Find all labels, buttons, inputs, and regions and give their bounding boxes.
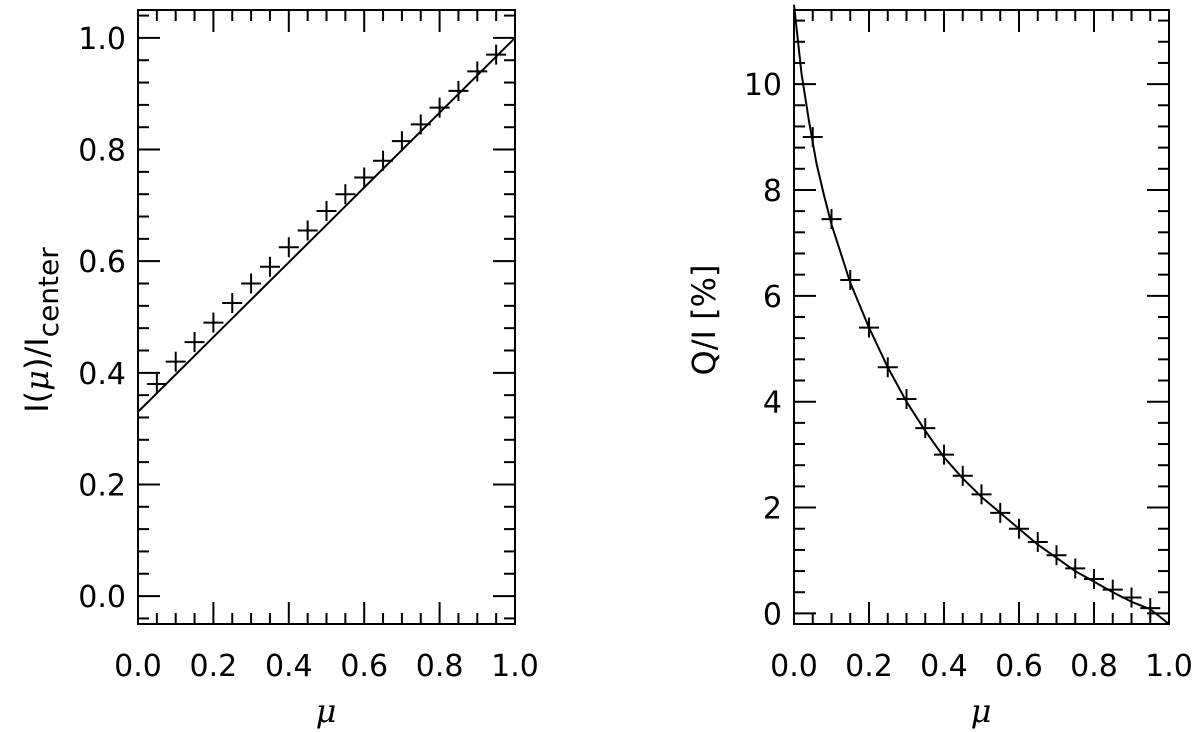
- right-data-point: [1046, 545, 1067, 566]
- right-data-point: [877, 357, 898, 378]
- left-y-tick-label: 0.0: [78, 580, 126, 615]
- right-data-point: [1121, 587, 1142, 608]
- left-data-point: [467, 61, 488, 82]
- left-data-point: [410, 114, 431, 135]
- right-data-point: [896, 389, 917, 410]
- right-plot-frame: [793, 9, 1170, 625]
- left-data-point: [316, 200, 337, 221]
- right-data-point: [934, 444, 954, 465]
- left-data-point: [184, 332, 205, 353]
- left-y-tick-label: 0.2: [78, 468, 126, 503]
- left-data-point: [278, 237, 299, 258]
- right-data-point: [1065, 558, 1086, 579]
- left-data-point: [448, 80, 469, 101]
- right-y-tick-label: 2: [763, 492, 782, 527]
- right-x-tick-label: 0.4: [920, 649, 968, 684]
- left-y-tick-label: 0.4: [78, 357, 126, 392]
- right-x-tick-label: 0.2: [845, 649, 893, 684]
- left-y-axis-label: I(μ)/Icenter: [18, 247, 65, 413]
- left-y-tick-label: 1.0: [78, 22, 126, 57]
- right-y-tick-label: 10: [744, 68, 782, 103]
- left-data-point: [391, 131, 412, 152]
- right-x-tick-label: 0.8: [1070, 649, 1118, 684]
- right-chart: 0.0 0.2 0.4 0.6 0.8 1.0 0 2 4 6 8 10 μ Q/I [%]: [685, 4, 1193, 730]
- left-x-tick-label: 0.6: [340, 649, 388, 684]
- left-tick-labels: 0.0 0.2 0.4 0.6 0.8 1.0 0.0 0.2 0.4 0.6 0.8 1.0: [78, 22, 539, 684]
- left-data-point: [222, 293, 243, 314]
- right-data-point: [1027, 531, 1048, 552]
- right-data-point: [859, 317, 879, 338]
- left-data-point: [486, 44, 507, 65]
- left-series: [137, 37, 516, 413]
- left-y-tick-label: 0.8: [78, 134, 126, 169]
- right-data-point: [1140, 598, 1161, 619]
- right-data-point: [1084, 569, 1104, 590]
- right-y-tick-label: 4: [763, 386, 782, 421]
- right-data-point: [952, 465, 973, 486]
- right-data-point: [821, 209, 842, 230]
- left-data-point: [335, 184, 356, 205]
- left-ticks: [137, 10, 516, 624]
- left-y-tick-label: 0.6: [78, 245, 126, 280]
- left-data-point: [165, 351, 186, 372]
- left-fit-line: [137, 37, 516, 413]
- right-data-point: [915, 418, 936, 439]
- right-series: [793, 4, 1170, 625]
- right-data-point: [840, 269, 861, 290]
- left-plot-frame: [137, 9, 516, 625]
- right-x-tick-label: 0.0: [770, 649, 818, 684]
- left-x-axis-label: μ: [316, 692, 337, 730]
- left-x-tick-label: 0.4: [265, 649, 313, 684]
- left-data-point: [146, 373, 167, 394]
- left-data-point: [203, 312, 224, 333]
- right-x-axis-label: μ: [971, 692, 992, 730]
- left-data-point: [429, 97, 450, 118]
- right-x-tick-label: 1.0: [1145, 649, 1193, 684]
- right-fit-line: [793, 4, 1170, 625]
- left-data-point: [354, 167, 375, 188]
- right-tick-labels: 0.0 0.2 0.4 0.6 0.8 1.0 0 2 4 6 8 10: [744, 68, 1193, 684]
- right-data-point: [1102, 579, 1123, 600]
- right-ticks: [793, 10, 1170, 624]
- right-data-point: [802, 127, 823, 148]
- left-chart: 0.0 0.2 0.4 0.6 0.8 1.0 0.0 0.2 0.4 0.6 0.8 1.0 μ I…: [18, 9, 539, 730]
- left-data-point: [241, 273, 262, 294]
- right-x-tick-label: 0.6: [995, 649, 1043, 684]
- left-data-point: [373, 150, 394, 171]
- right-data-point: [1009, 518, 1029, 539]
- left-x-tick-label: 0.2: [190, 649, 238, 684]
- right-y-tick-label: 0: [763, 597, 782, 632]
- right-data-point: [990, 502, 1011, 523]
- left-data-point: [297, 220, 318, 241]
- left-x-tick-label: 0.0: [114, 649, 162, 684]
- left-data-point: [259, 256, 280, 277]
- left-x-tick-label: 1.0: [491, 649, 539, 684]
- right-y-tick-label: 6: [763, 280, 782, 315]
- right-data-point: [971, 484, 992, 505]
- right-y-axis-label: Q/I [%]: [685, 265, 723, 376]
- left-x-tick-label: 0.8: [416, 649, 464, 684]
- right-y-tick-label: 8: [763, 174, 782, 209]
